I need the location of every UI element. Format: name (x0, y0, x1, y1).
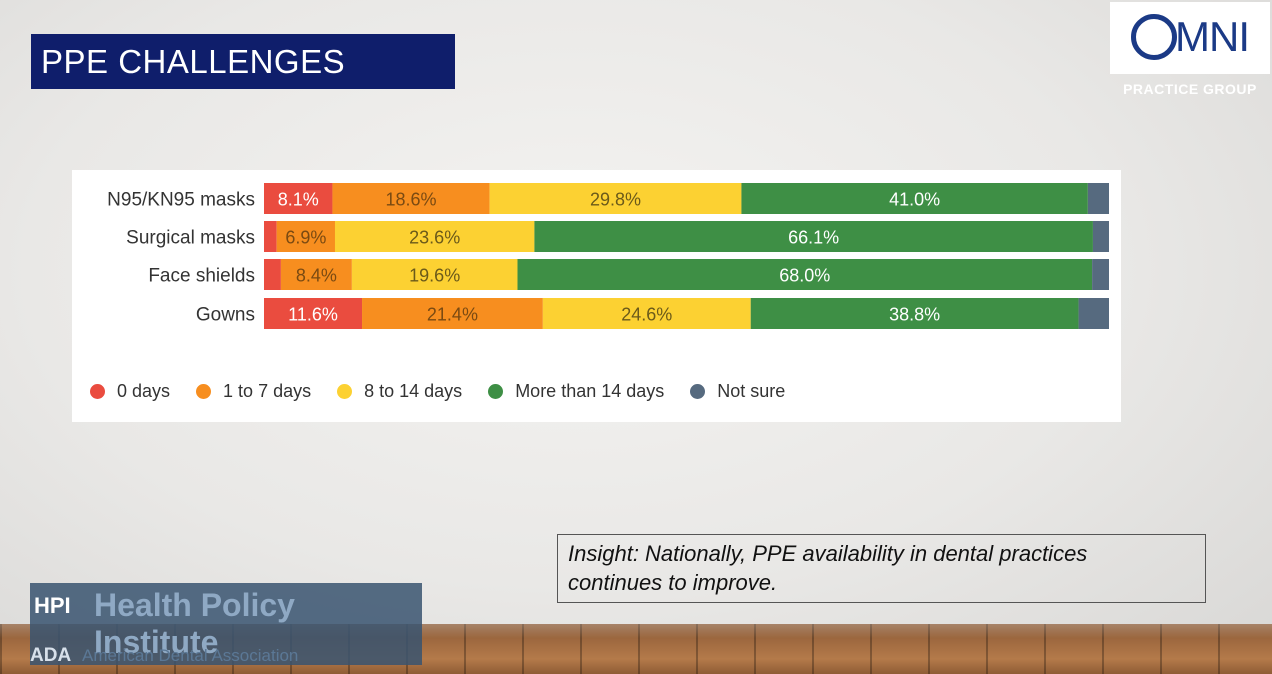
legend-label: 0 days (117, 381, 171, 401)
legend-label: More than 14 days (515, 381, 665, 401)
omni-logo-text: MNI (1175, 13, 1250, 61)
legend-item-8-to-14-days: 8 to 14 days (337, 381, 462, 402)
data-label-gowns-0-days: 11.6% (288, 305, 338, 325)
bar-segment-surgical-masks-more-than-14-days (534, 221, 1093, 252)
hpi-abbr: HPI (34, 593, 71, 618)
legend-dot-icon (488, 384, 504, 399)
legend-item-1-to-7-days: 1 to 7 days (196, 381, 311, 402)
legend-dot-icon (690, 384, 706, 399)
category-label-face-shields: Face shields (148, 266, 255, 287)
data-label-surgical-masks-more-than-14-days: 66.1% (788, 228, 839, 248)
data-label-n95-kn95-masks-8-to-14-days: 29.8% (590, 190, 641, 210)
legend-dot-icon (337, 384, 353, 399)
bar-segment-n95-kn95-masks-not-sure (1087, 183, 1110, 214)
data-label-n95-kn95-masks-more-than-14-days: 41.0% (889, 190, 940, 210)
bar-segment-n95-kn95-masks-1-to-7-days (332, 183, 490, 214)
data-label-n95-kn95-masks-1-to-7-days: 18.6% (386, 190, 437, 210)
bar-segment-face-shields-8-to-14-days (351, 259, 518, 290)
hpi-watermark: HPI Health Policy Institute ADA American… (30, 583, 422, 666)
bar-segment-face-shields-1-to-7-days (280, 259, 352, 290)
bar-segment-n95-kn95-masks-more-than-14-days (741, 183, 1088, 214)
category-label-gowns: Gowns (196, 305, 255, 326)
slide-title: PPE CHALLENGES (41, 42, 346, 80)
bar-segment-gowns-not-sure (1078, 298, 1109, 329)
bar-segment-gowns-8-to-14-days (542, 298, 751, 329)
data-label-gowns-1-to-7-days: 21.4% (427, 305, 478, 325)
bar-segment-gowns-0-days (264, 298, 363, 329)
data-label-face-shields-more-than-14-days: 68.0% (779, 266, 830, 286)
legend-label: 1 to 7 days (223, 381, 312, 401)
bar-segment-surgical-masks-not-sure (1092, 221, 1109, 252)
data-label-gowns-more-than-14-days: 38.8% (889, 305, 940, 325)
ada-abbr: ADA (30, 645, 72, 666)
bar-segment-n95-kn95-masks-8-to-14-days (489, 183, 742, 214)
slide-title-box: PPE CHALLENGES (31, 34, 455, 89)
omni-logo-wordmark: MNI (1131, 13, 1250, 63)
legend-label: Not sure (717, 381, 786, 401)
insight-box: Insight: Nationally, PPE availability in… (557, 534, 1206, 603)
omni-o-ring-icon (1131, 13, 1177, 60)
bar-segment-surgical-masks-1-to-7-days (276, 221, 335, 252)
category-label-surgical-masks: Surgical masks (126, 228, 255, 249)
insight-line-1: Insight: Nationally, PPE availability in… (568, 541, 1088, 566)
omni-logo-badge: MNI (1110, 2, 1270, 74)
bar-segment-face-shields-0-days (264, 259, 281, 290)
stacked-bar-chart: N95/KN95 masks 8.1% 18.6% 29.8% 41.0% Surgica… (72, 170, 1121, 422)
bar-segment-face-shields-not-sure (1092, 259, 1109, 290)
legend-item-not-sure: Not sure (690, 381, 785, 402)
legend-item-0-days: 0 days (90, 381, 170, 402)
data-label-surgical-masks-1-to-7-days: 6.9% (285, 228, 326, 248)
bar-segment-gowns-more-than-14-days (750, 298, 1079, 329)
legend-item-more-than-14-days: More than 14 days (488, 381, 664, 402)
legend-dot-icon (196, 384, 212, 399)
data-label-gowns-8-to-14-days: 24.6% (621, 305, 672, 325)
insight-line-2: continues to improve. (568, 570, 778, 595)
omni-logo-subtitle: PRACTICE GROUP (1123, 81, 1257, 97)
legend-label: 8 to 14 days (364, 381, 463, 401)
bar-segment-surgical-masks-0-days (264, 221, 277, 252)
hpi-name: Health Policy Institute (94, 587, 295, 660)
bar-segment-face-shields-more-than-14-days (517, 259, 1093, 290)
bar-segment-surgical-masks-8-to-14-days (334, 221, 535, 252)
data-label-face-shields-1-to-7-days: 8.4% (296, 266, 337, 286)
bar-segment-gowns-1-to-7-days (362, 298, 543, 329)
ada-name: American Dental Association (82, 646, 299, 665)
data-label-surgical-masks-8-to-14-days: 23.6% (409, 228, 460, 248)
data-label-face-shields-8-to-14-days: 19.6% (409, 266, 460, 286)
legend-dot-icon (90, 384, 105, 399)
chart-legend: 0 days 1 to 7 days 8 to 14 days More than 1… (90, 381, 811, 402)
chart-plot-area: N95/KN95 masks 8.1% 18.6% 29.8% 41.0% Surgica… (107, 183, 1110, 329)
omni-logo: MNI PRACTICE GROUP (1110, 2, 1270, 98)
data-label-n95-kn95-masks-0-days: 8.1% (278, 190, 319, 210)
bar-segment-n95-kn95-masks-0-days (264, 183, 333, 214)
category-label-n95-kn95-masks: N95/KN95 masks (107, 190, 255, 211)
